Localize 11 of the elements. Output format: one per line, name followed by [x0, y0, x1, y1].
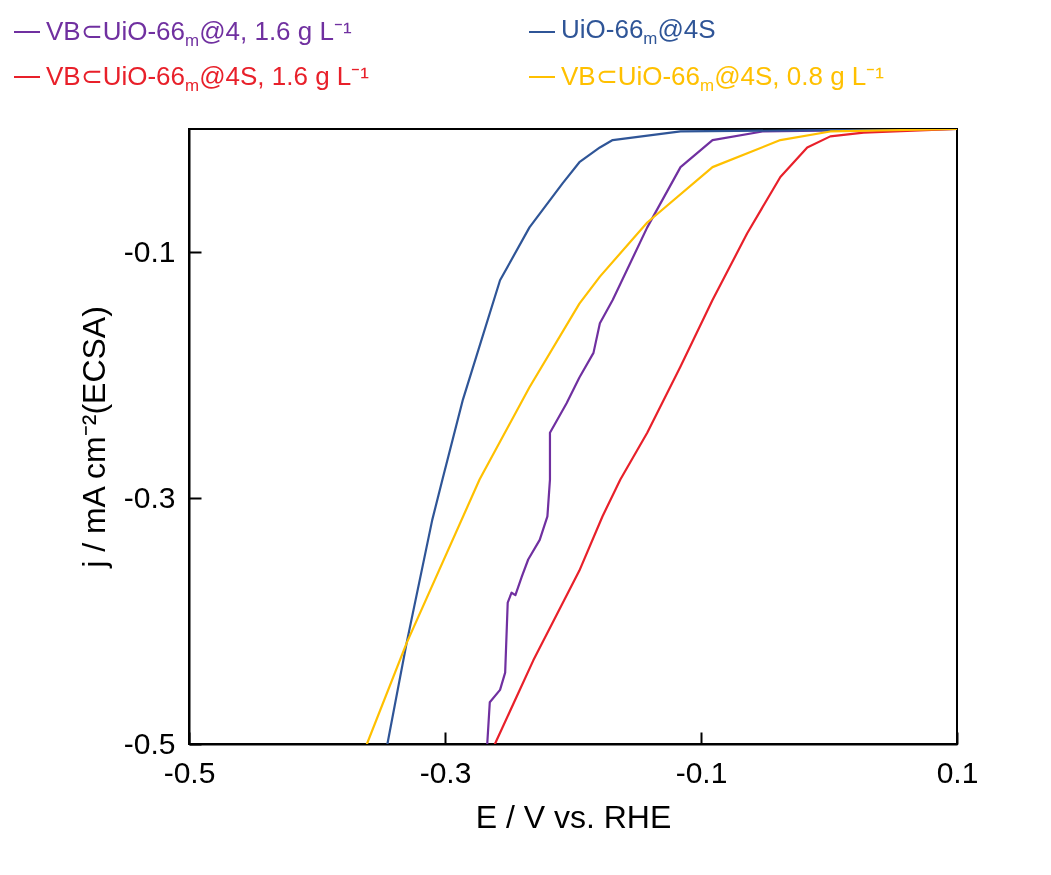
legend-label: VB⊂UiO-66$_{m}$@4, 1.6 g L⁻¹ — [46, 15, 352, 52]
legend-label: VB⊂UiO-66$_{m}$@4S, 0.8 g L⁻¹ — [561, 60, 884, 97]
y-tick-label: -0.3 — [123, 480, 176, 514]
x-tick-label: -0.3 — [419, 755, 472, 789]
y-tick-label: -0.1 — [123, 234, 176, 268]
legend-label: UiO-66$_{m}$@4S — [561, 14, 716, 50]
x-axis-title: E / V vs. RHE — [475, 798, 672, 835]
x-tick-label: -0.1 — [675, 755, 728, 789]
x-tick-label: 0.1 — [936, 755, 979, 789]
y-axis-title: j / mA cm⁻²(ECSA) — [75, 306, 112, 569]
legend-label: VB⊂UiO-66$_{m}$@4S, 1.6 g L⁻¹ — [46, 60, 369, 97]
